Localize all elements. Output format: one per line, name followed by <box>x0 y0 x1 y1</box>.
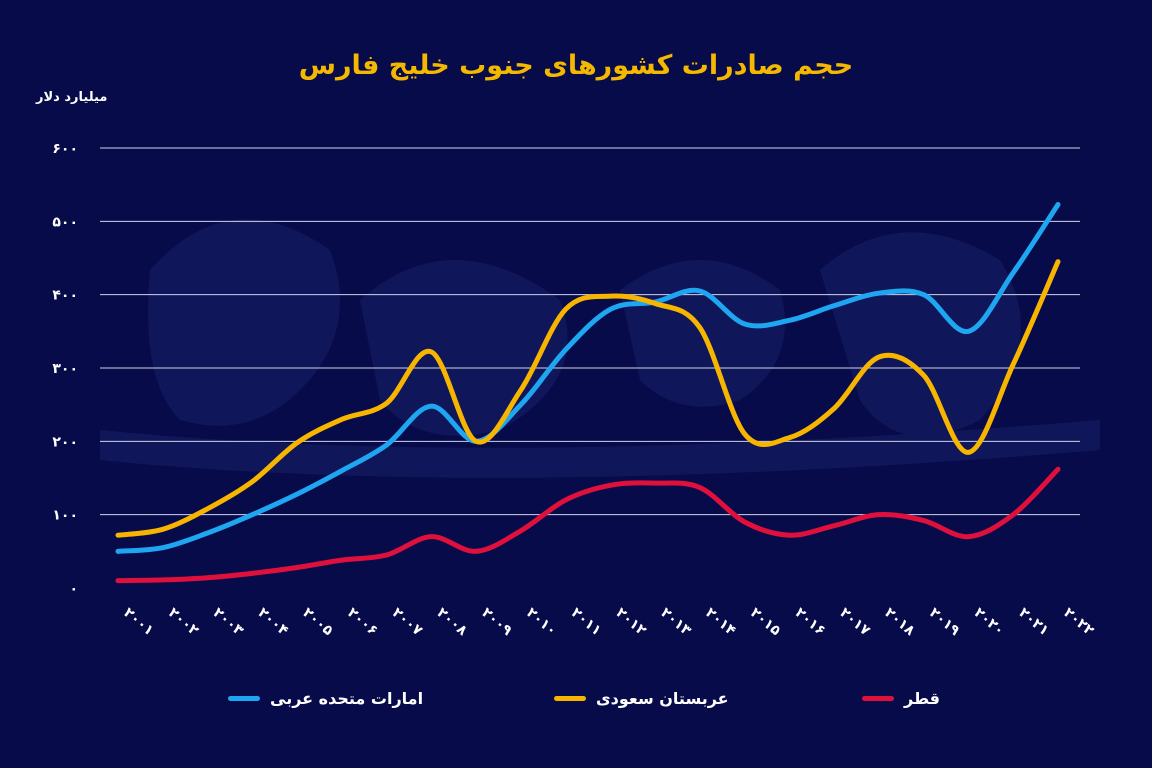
x-tick-label: ۲۰۱۳ <box>657 605 694 640</box>
watermark <box>100 219 1100 478</box>
chart-title: حجم صادرات کشورهای جنوب خلیج فارس <box>298 50 854 81</box>
series-lines <box>115 201 1061 584</box>
x-tick-label: ۲۰۰۳ <box>210 605 247 640</box>
x-tick-label: ۲۰۲۰ <box>971 605 1007 639</box>
x-tick-label: ۲۰۱۸ <box>881 605 918 640</box>
x-tick-label: ۲۰۱۴ <box>702 605 739 640</box>
x-tick-label: ۲۰۰۸ <box>434 605 471 640</box>
x-tick-label: ۲۰۱۱ <box>568 605 604 639</box>
x-tick-label: ۲۰۰۹ <box>478 605 515 640</box>
x-tick-label: ۲۰۰۶ <box>344 605 380 639</box>
x-tick-label: ۲۰۱۶ <box>792 605 828 639</box>
y-axis-label: میلیارد دلار <box>36 90 108 105</box>
x-tick-label: ۲۰۰۵ <box>299 605 336 640</box>
x-tick-label: ۲۰۰۱ <box>120 605 156 639</box>
x-tick-label: ۲۰۱۹ <box>926 605 963 640</box>
legend-item-qatar: قطر <box>862 686 940 710</box>
series-line-qatar <box>115 466 1061 584</box>
y-tick-label: ۵۰۰ <box>52 214 78 230</box>
y-tick-label: ۱۰۰ <box>52 508 78 524</box>
x-tick-labels: ۲۰۰۱ ۲۰۰۲ ۲۰۰۳ ۲۰۰۴ ۲۰۰۵ ۲۰۰۶ ۲۰۰۷ ۲۰۰۸ ۲۰۰۹ ۲۰۱۰… <box>120 605 1097 640</box>
series-line-uae <box>115 201 1061 554</box>
x-tick-label: ۲۰۱۲ <box>613 605 650 640</box>
y-tick-label: ۳۰۰ <box>52 361 78 377</box>
x-tick-label: ۲۰۲۲ <box>1060 605 1097 640</box>
legend-swatch-saudi <box>554 695 586 701</box>
x-tick-label: ۲۰۱۰ <box>523 605 559 639</box>
x-tick-label: ۲۰۲۱ <box>1016 605 1052 639</box>
x-tick-label: ۲۰۱۷ <box>837 605 874 640</box>
legend-label-qatar: قطر <box>904 688 941 708</box>
legend-swatch-qatar <box>862 695 894 701</box>
x-tick-label: ۲۰۰۷ <box>389 605 426 640</box>
legend-item-saudi: عربستان سعودی <box>554 686 729 710</box>
legend-swatch-uae <box>228 695 260 701</box>
y-tick-label: ۰ <box>69 581 78 597</box>
x-tick-label: ۲۰۱۵ <box>747 605 784 640</box>
y-tick-label: ۴۰۰ <box>52 288 78 304</box>
y-tick-label: ۶۰۰ <box>52 141 78 157</box>
x-tick-label: ۲۰۰۴ <box>255 605 292 640</box>
x-tick-label: ۲۰۰۲ <box>165 605 202 640</box>
y-tick-label: ۲۰۰ <box>52 434 78 450</box>
y-tick-labels: ۰ ۱۰۰ ۲۰۰ ۳۰۰ ۴۰۰ ۵۰۰ ۶۰۰ <box>52 141 78 597</box>
legend-item-uae: امارات متحده عربی <box>228 686 423 710</box>
legend-label-saudi: عربستان سعودی <box>596 688 729 708</box>
legend-label-uae: امارات متحده عربی <box>270 688 424 708</box>
series-line-saudi <box>115 259 1061 538</box>
